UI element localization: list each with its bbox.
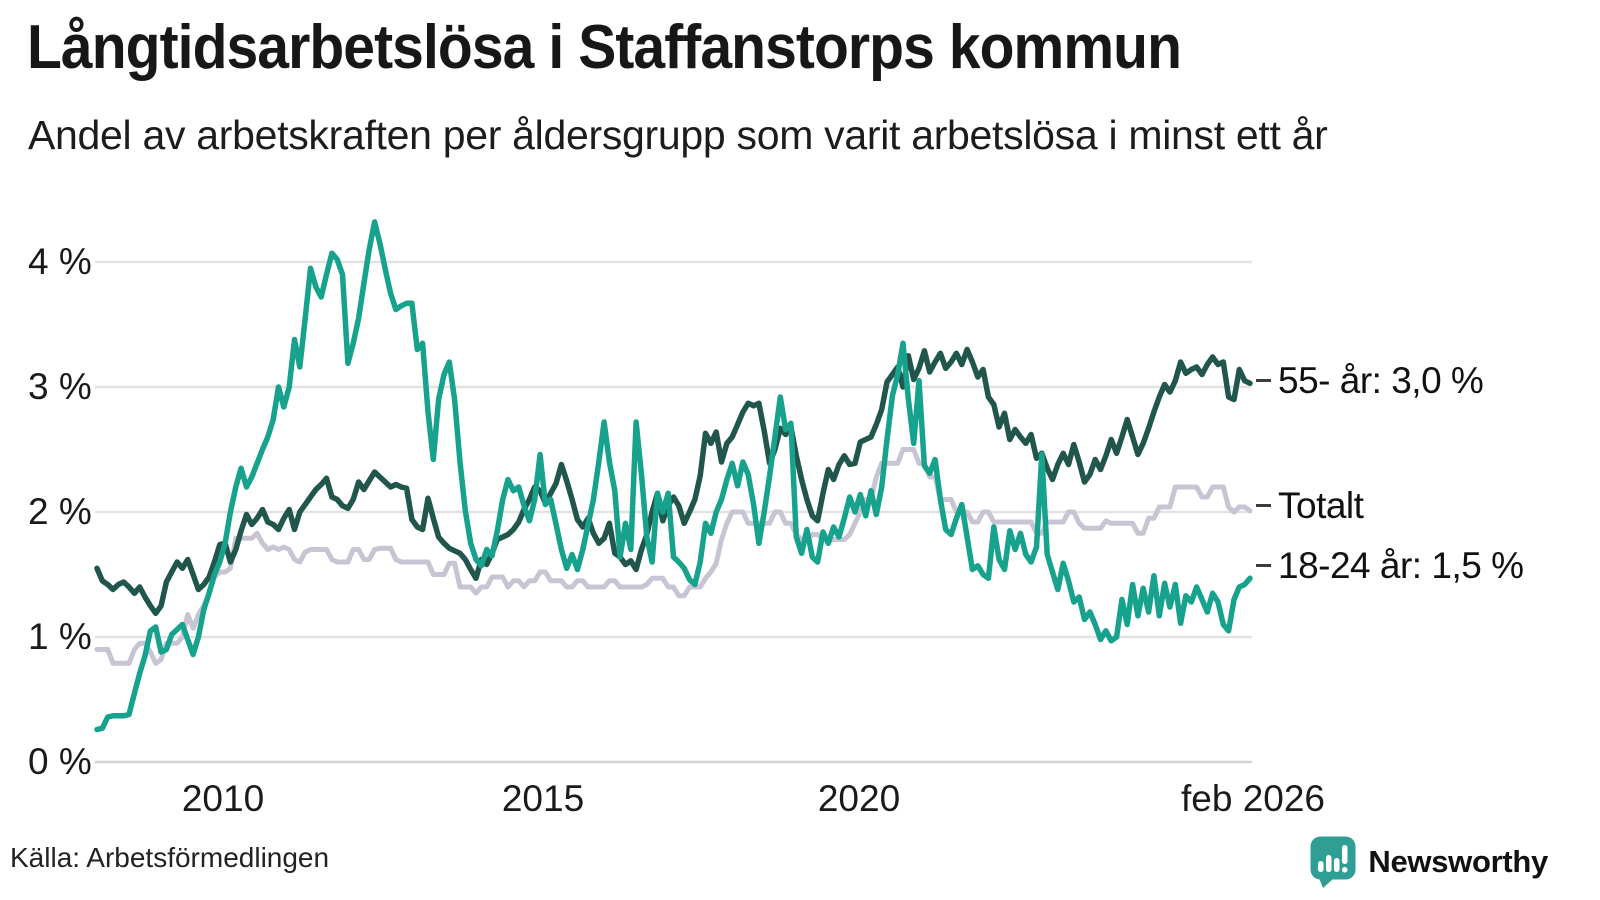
x-tick-2015: 2015 [501,778,585,819]
series-label-totalt: Totalt [1256,485,1364,526]
newsworthy-branding[interactable]: Newsworthy [1310,836,1548,888]
y-tick-0: 0 % [28,741,92,782]
y-tick-2: 2 % [28,491,92,532]
y-tick-4: 4 % [28,241,92,282]
x-tick-2010: 2010 [181,778,265,819]
x-tick-feb-2026: feb 2026 [1180,778,1326,819]
leader-dash [1256,379,1271,383]
leader-dash [1256,564,1271,568]
leader-dash [1256,504,1271,508]
series-label-18-24: 18-24 år: 1,5 % [1256,545,1524,586]
y-tick-1: 1 % [28,616,92,657]
bar-chart-speech-bubble-icon [1310,836,1356,888]
series-label-55-plus: 55- år: 3,0 % [1256,360,1484,401]
brand-name: Newsworthy [1368,844,1548,879]
source-note: Källa: Arbetsförmedlingen [10,842,330,873]
page-title: Långtidsarbetslösa i Staffanstorps kommu… [27,13,1182,82]
y-tick-3: 3 % [28,366,92,407]
chart-subtitle: Andel av arbetskraften per åldersgrupp s… [28,112,1328,158]
x-tick-2020: 2020 [817,778,901,819]
